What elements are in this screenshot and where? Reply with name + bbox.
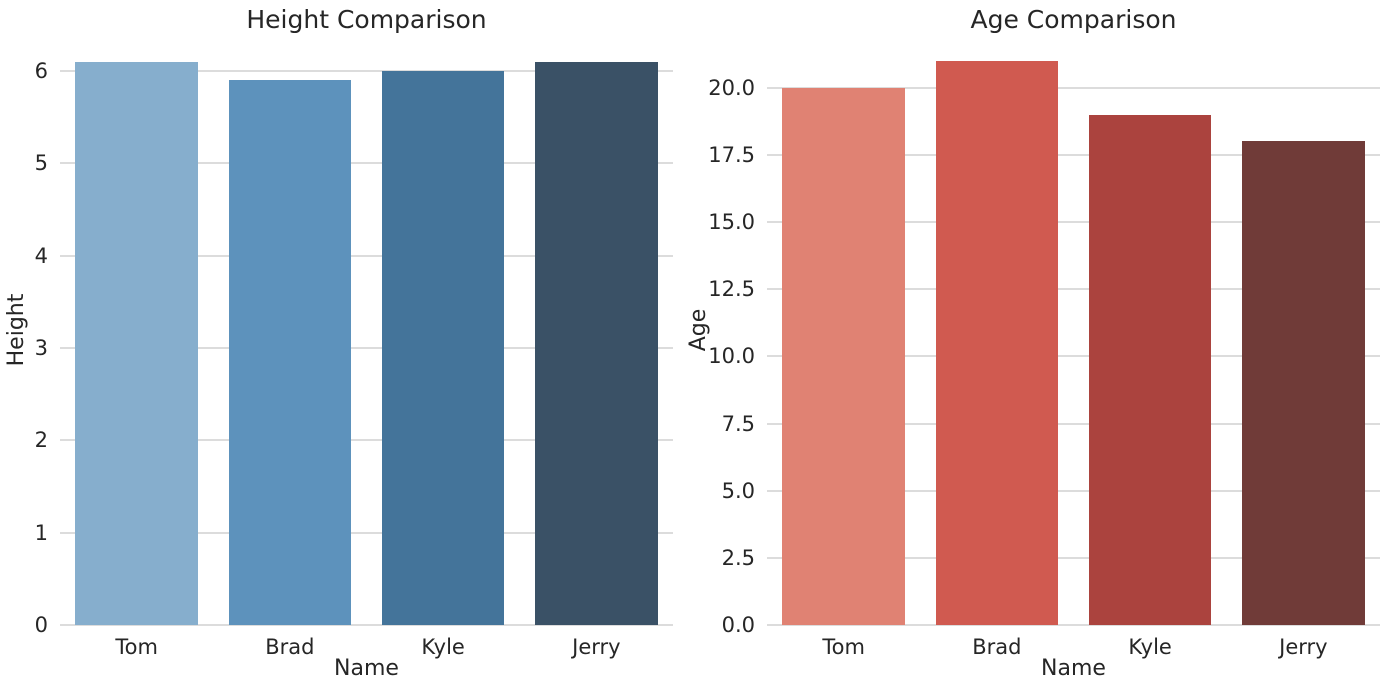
gridline xyxy=(60,69,673,72)
y-tick-label: 6 xyxy=(34,58,48,83)
gridline xyxy=(767,288,1380,291)
bar-jerry xyxy=(1242,141,1365,625)
y-tick-label: 20.0 xyxy=(708,75,755,100)
gridline xyxy=(60,346,673,349)
y-tick-label: 12.5 xyxy=(708,277,755,302)
bar-kyle xyxy=(1088,114,1212,625)
x-tick-label-brad: Brad xyxy=(972,635,1022,659)
height-plot-area xyxy=(60,34,673,625)
gridline xyxy=(60,624,673,626)
gridline xyxy=(767,355,1380,358)
y-tick-label: 17.5 xyxy=(708,142,755,167)
y-tick-label: 2.5 xyxy=(721,545,755,570)
gridline xyxy=(767,221,1380,224)
height-y-axis-label: Height xyxy=(4,293,29,366)
height-x-axis-label: Name xyxy=(334,656,399,681)
y-tick-label: 1 xyxy=(34,520,48,545)
y-tick-label: 0.0 xyxy=(721,613,755,637)
gridline xyxy=(60,162,673,165)
y-tick-label: 3 xyxy=(34,335,48,360)
x-tick-label-jerry: Jerry xyxy=(1279,635,1328,659)
x-tick-label-tom: Tom xyxy=(822,635,865,659)
gridline xyxy=(767,556,1380,559)
bar-brad xyxy=(935,60,1059,625)
gridline xyxy=(60,254,673,257)
y-tick-label: 5.0 xyxy=(721,478,755,503)
bar-brad xyxy=(228,80,352,625)
gridline xyxy=(60,439,673,442)
gridline xyxy=(767,624,1380,626)
bar-tom xyxy=(75,61,198,625)
x-tick-label-jerry: Jerry xyxy=(572,635,621,659)
gridline xyxy=(767,489,1380,492)
y-tick-label: 5 xyxy=(34,151,48,176)
y-tick-label: 7.5 xyxy=(721,411,755,436)
age-x-axis-label: Name xyxy=(1041,656,1106,681)
age-chart-title: Age Comparison xyxy=(970,5,1177,34)
gridline xyxy=(767,153,1380,156)
y-tick-label: 0 xyxy=(34,613,48,637)
x-tick-label-tom: Tom xyxy=(115,635,158,659)
height-chart-title: Height Comparison xyxy=(246,5,487,34)
y-tick-label: 4 xyxy=(34,243,48,268)
gridline xyxy=(60,531,673,534)
bar-kyle xyxy=(381,70,505,625)
age-y-axis-label: Age xyxy=(686,308,711,351)
x-tick-label-kyle: Kyle xyxy=(421,635,465,659)
y-tick-label: 10.0 xyxy=(708,344,755,369)
bar-tom xyxy=(782,87,905,625)
y-tick-label: 15.0 xyxy=(708,210,755,235)
x-tick-label-brad: Brad xyxy=(265,635,315,659)
x-tick-label-kyle: Kyle xyxy=(1128,635,1172,659)
y-tick-label: 2 xyxy=(34,428,48,453)
age-plot-area xyxy=(767,34,1380,625)
gridline xyxy=(767,86,1380,89)
bar-jerry xyxy=(535,61,658,625)
gridline xyxy=(767,422,1380,425)
